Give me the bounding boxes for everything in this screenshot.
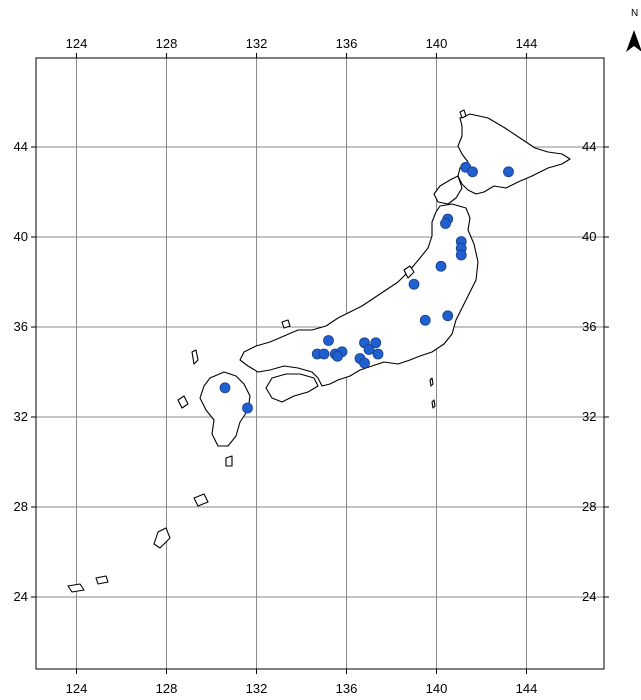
site-marker xyxy=(332,350,343,362)
site-markers xyxy=(219,161,514,414)
tanegashima-island xyxy=(225,455,233,467)
north-arrow: N xyxy=(626,8,641,52)
lon-label-bottom: 132 xyxy=(246,681,268,696)
goto-islands xyxy=(177,395,189,409)
lat-label-left: 40 xyxy=(14,229,28,244)
rishiri-island xyxy=(459,109,467,119)
oki-island xyxy=(281,319,291,329)
lat-label-left: 36 xyxy=(14,319,28,334)
lon-label-top: 144 xyxy=(516,36,538,51)
hachijo-island xyxy=(431,399,436,409)
lat-label-right: 28 xyxy=(582,499,596,514)
japan-coastline xyxy=(67,109,571,593)
site-marker xyxy=(442,310,454,322)
ishigaki-island xyxy=(67,583,85,593)
lon-label-top: 136 xyxy=(336,36,358,51)
lat-label-left: 24 xyxy=(14,589,28,604)
site-marker xyxy=(455,249,467,261)
coordinate-labels: 124 124 128 128 132 132 136 136 140 140 144 144 44 44… xyxy=(14,36,597,696)
north-arrow-icon xyxy=(626,30,641,52)
lon-label-bottom: 136 xyxy=(336,681,358,696)
site-marker xyxy=(323,335,334,346)
north-label: N xyxy=(631,8,638,19)
hokkaido-island xyxy=(457,113,571,195)
tsushima-island xyxy=(191,349,199,365)
site-marker xyxy=(363,344,375,355)
site-marker xyxy=(242,402,253,414)
okinawa-island xyxy=(153,527,171,549)
miyako-island xyxy=(95,575,109,585)
site-marker xyxy=(435,260,447,272)
site-marker xyxy=(408,278,420,290)
site-marker xyxy=(219,382,231,394)
shikoku-island xyxy=(265,373,319,403)
site-marker xyxy=(370,337,382,349)
site-marker xyxy=(503,166,514,178)
map-frame xyxy=(35,57,605,670)
site-marker xyxy=(372,348,384,360)
site-marker xyxy=(359,357,370,369)
lat-label-right: 32 xyxy=(582,409,596,424)
site-marker xyxy=(419,314,431,326)
lat-label-left: 32 xyxy=(14,409,28,424)
site-marker xyxy=(467,166,478,178)
lat-label-left: 28 xyxy=(14,499,28,514)
lat-label-right: 40 xyxy=(582,229,596,244)
lon-label-top: 124 xyxy=(66,36,88,51)
graticule xyxy=(31,53,609,674)
lat-label-left: 44 xyxy=(14,139,28,154)
lon-label-bottom: 144 xyxy=(516,681,538,696)
lon-label-top: 128 xyxy=(156,36,178,51)
lon-label-bottom: 128 xyxy=(156,681,178,696)
lat-label-right: 44 xyxy=(582,139,596,154)
hokkaido-southwest-peninsula xyxy=(433,175,463,205)
amami-island xyxy=(193,493,209,507)
kyushu-island xyxy=(199,371,251,447)
lon-label-top: 140 xyxy=(426,36,448,51)
lon-label-bottom: 140 xyxy=(426,681,448,696)
lon-label-bottom: 124 xyxy=(66,681,88,696)
lon-label-top: 132 xyxy=(246,36,268,51)
lat-label-right: 36 xyxy=(582,319,596,334)
izu-islands xyxy=(429,377,434,387)
honshu-island xyxy=(239,203,479,387)
site-marker xyxy=(318,348,330,360)
sado-island xyxy=(403,265,415,279)
site-marker xyxy=(440,218,451,229)
lat-label-right: 24 xyxy=(582,589,596,604)
